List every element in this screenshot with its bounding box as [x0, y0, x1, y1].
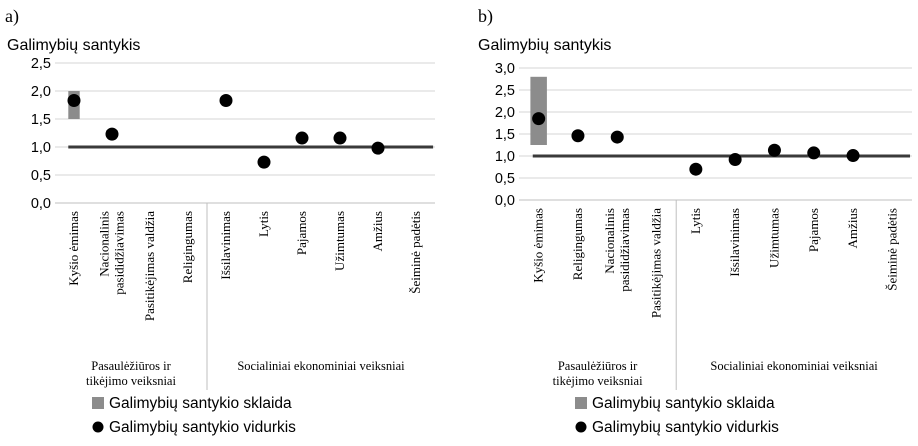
y-tick-label: 1,0: [31, 140, 51, 156]
group-label: tikėjimo veiksniai: [553, 374, 643, 388]
category-label: Kyšio ėmimas: [66, 211, 81, 286]
category-label-line: Lytis: [688, 208, 703, 234]
category-label-line: Amžius: [845, 208, 860, 248]
mean-point: [105, 127, 119, 141]
y-tick-label: 2,5: [495, 83, 515, 99]
panel-label: a): [5, 6, 19, 27]
category-label-line: Šeiminė padėtis: [408, 211, 423, 294]
category-label: Religingumas: [180, 211, 195, 283]
category-label-line: Nacionalinis: [602, 208, 617, 274]
category-label: Amžius: [370, 211, 385, 251]
category-label: Pasitikėjimas valdžia: [142, 211, 157, 321]
category-label-line: Religingumas: [570, 208, 585, 280]
group-label: Pasaulėžiūros ir: [91, 359, 171, 373]
legend-label: Galimybių santykio sklaida: [592, 395, 775, 412]
category-label-line: Lytis: [256, 211, 271, 237]
category-label-line: pasididžiavimas: [112, 211, 127, 295]
category-label-line: Pasitikėjimas valdžia: [649, 208, 664, 318]
mean-point: [571, 129, 585, 143]
chart-b: b) Galimybių santykis 0,0 0,5 1,0 1,5 2,0 2,5 3,…: [478, 6, 912, 436]
category-label-line: Išsilavinimas: [727, 208, 742, 277]
category-label: Lytis: [688, 208, 703, 234]
category-label-line: Šeiminė padėtis: [884, 208, 899, 291]
category-label: Pajamos: [806, 208, 821, 252]
group-label: tikėjimo veiksniai: [86, 374, 176, 388]
category-label-line: pasididžiavimas: [617, 208, 632, 292]
category-label: Užimtumas: [332, 211, 347, 271]
category-label: Religingumas: [570, 208, 585, 280]
category-label: Šeiminė padėtis: [884, 208, 899, 291]
legend-swatch-point: [92, 421, 104, 433]
panel-label: b): [478, 6, 493, 27]
legend-swatch-point: [575, 421, 587, 433]
category-label-line: Pajamos: [806, 208, 821, 252]
y-tick-label: 2,5: [31, 56, 51, 72]
category-label-line: Pasitikėjimas valdžia: [142, 211, 157, 321]
category-label: Išsilavinimas: [218, 211, 233, 280]
legend-swatch-range: [575, 397, 587, 409]
group-label: Pasaulėžiūros ir: [558, 359, 638, 373]
category-label: Nacionalinispasididžiavimas: [602, 208, 632, 292]
y-tick-label: 1,5: [495, 127, 515, 143]
group-label: Socialiniai ekonominiai veiksniai: [710, 359, 878, 373]
mean-point: [610, 130, 624, 144]
category-label: Pasitikėjimas valdžia: [649, 208, 664, 318]
legend-label: Galimybių santykio sklaida: [109, 395, 292, 412]
y-tick-label: 1,5: [31, 112, 51, 128]
category-label: Lytis: [256, 211, 271, 237]
category-label: Nacionalinispasididžiavimas: [97, 211, 127, 295]
y-tick-label: 0,5: [31, 168, 51, 184]
legend-label: Galimybių santykio vidurkis: [592, 419, 779, 436]
legend-label: Galimybių santykio vidurkis: [109, 419, 296, 436]
category-label-line: Kyšio ėmimas: [66, 211, 81, 286]
y-axis-title: Galimybių santykis: [478, 37, 611, 54]
y-tick-label: 0,0: [31, 196, 51, 212]
category-label-line: Išsilavinimas: [218, 211, 233, 280]
category-label-line: Pajamos: [294, 211, 309, 255]
category-label: Šeiminė padėtis: [408, 211, 423, 294]
y-tick-label: 0,5: [495, 171, 515, 187]
mean-point: [295, 131, 309, 145]
mean-point: [67, 94, 81, 108]
category-label-line: Nacionalinis: [97, 211, 112, 277]
category-label-line: Religingumas: [180, 211, 195, 283]
y-tick-label: 3,0: [495, 61, 515, 77]
category-label-line: Užimtumas: [332, 211, 347, 271]
mean-point: [257, 155, 271, 169]
group-label: Socialiniai ekonominiai veiksniai: [237, 359, 405, 373]
mean-point: [728, 153, 742, 167]
range-bar: [530, 76, 547, 145]
category-label-line: Amžius: [370, 211, 385, 251]
category-label: Pajamos: [294, 211, 309, 255]
category-label: Kyšio ėmimas: [531, 208, 546, 283]
y-tick-label: 2,0: [31, 84, 51, 100]
mean-point: [532, 112, 546, 126]
category-label: Užimtumas: [766, 208, 781, 268]
category-label-line: Užimtumas: [766, 208, 781, 268]
category-label: Amžius: [845, 208, 860, 248]
mean-point: [807, 146, 821, 160]
mean-point: [767, 143, 781, 157]
y-tick-label: 0,0: [495, 193, 515, 209]
y-axis-title: Galimybių santykis: [7, 37, 140, 54]
category-label-line: Kyšio ėmimas: [531, 208, 546, 283]
category-label: Išsilavinimas: [727, 208, 742, 277]
y-tick-label: 2,0: [495, 105, 515, 121]
y-tick-label: 1,0: [495, 149, 515, 165]
mean-point: [333, 131, 347, 145]
mean-point: [219, 94, 233, 108]
legend-swatch-range: [92, 397, 104, 409]
mean-point: [371, 141, 385, 155]
mean-point: [846, 149, 860, 163]
chart-a: a) Galimybių santykis 0,0 0,5 1,0 1,5 2,0 2,5 Ky…: [5, 6, 435, 436]
mean-point: [689, 162, 703, 176]
